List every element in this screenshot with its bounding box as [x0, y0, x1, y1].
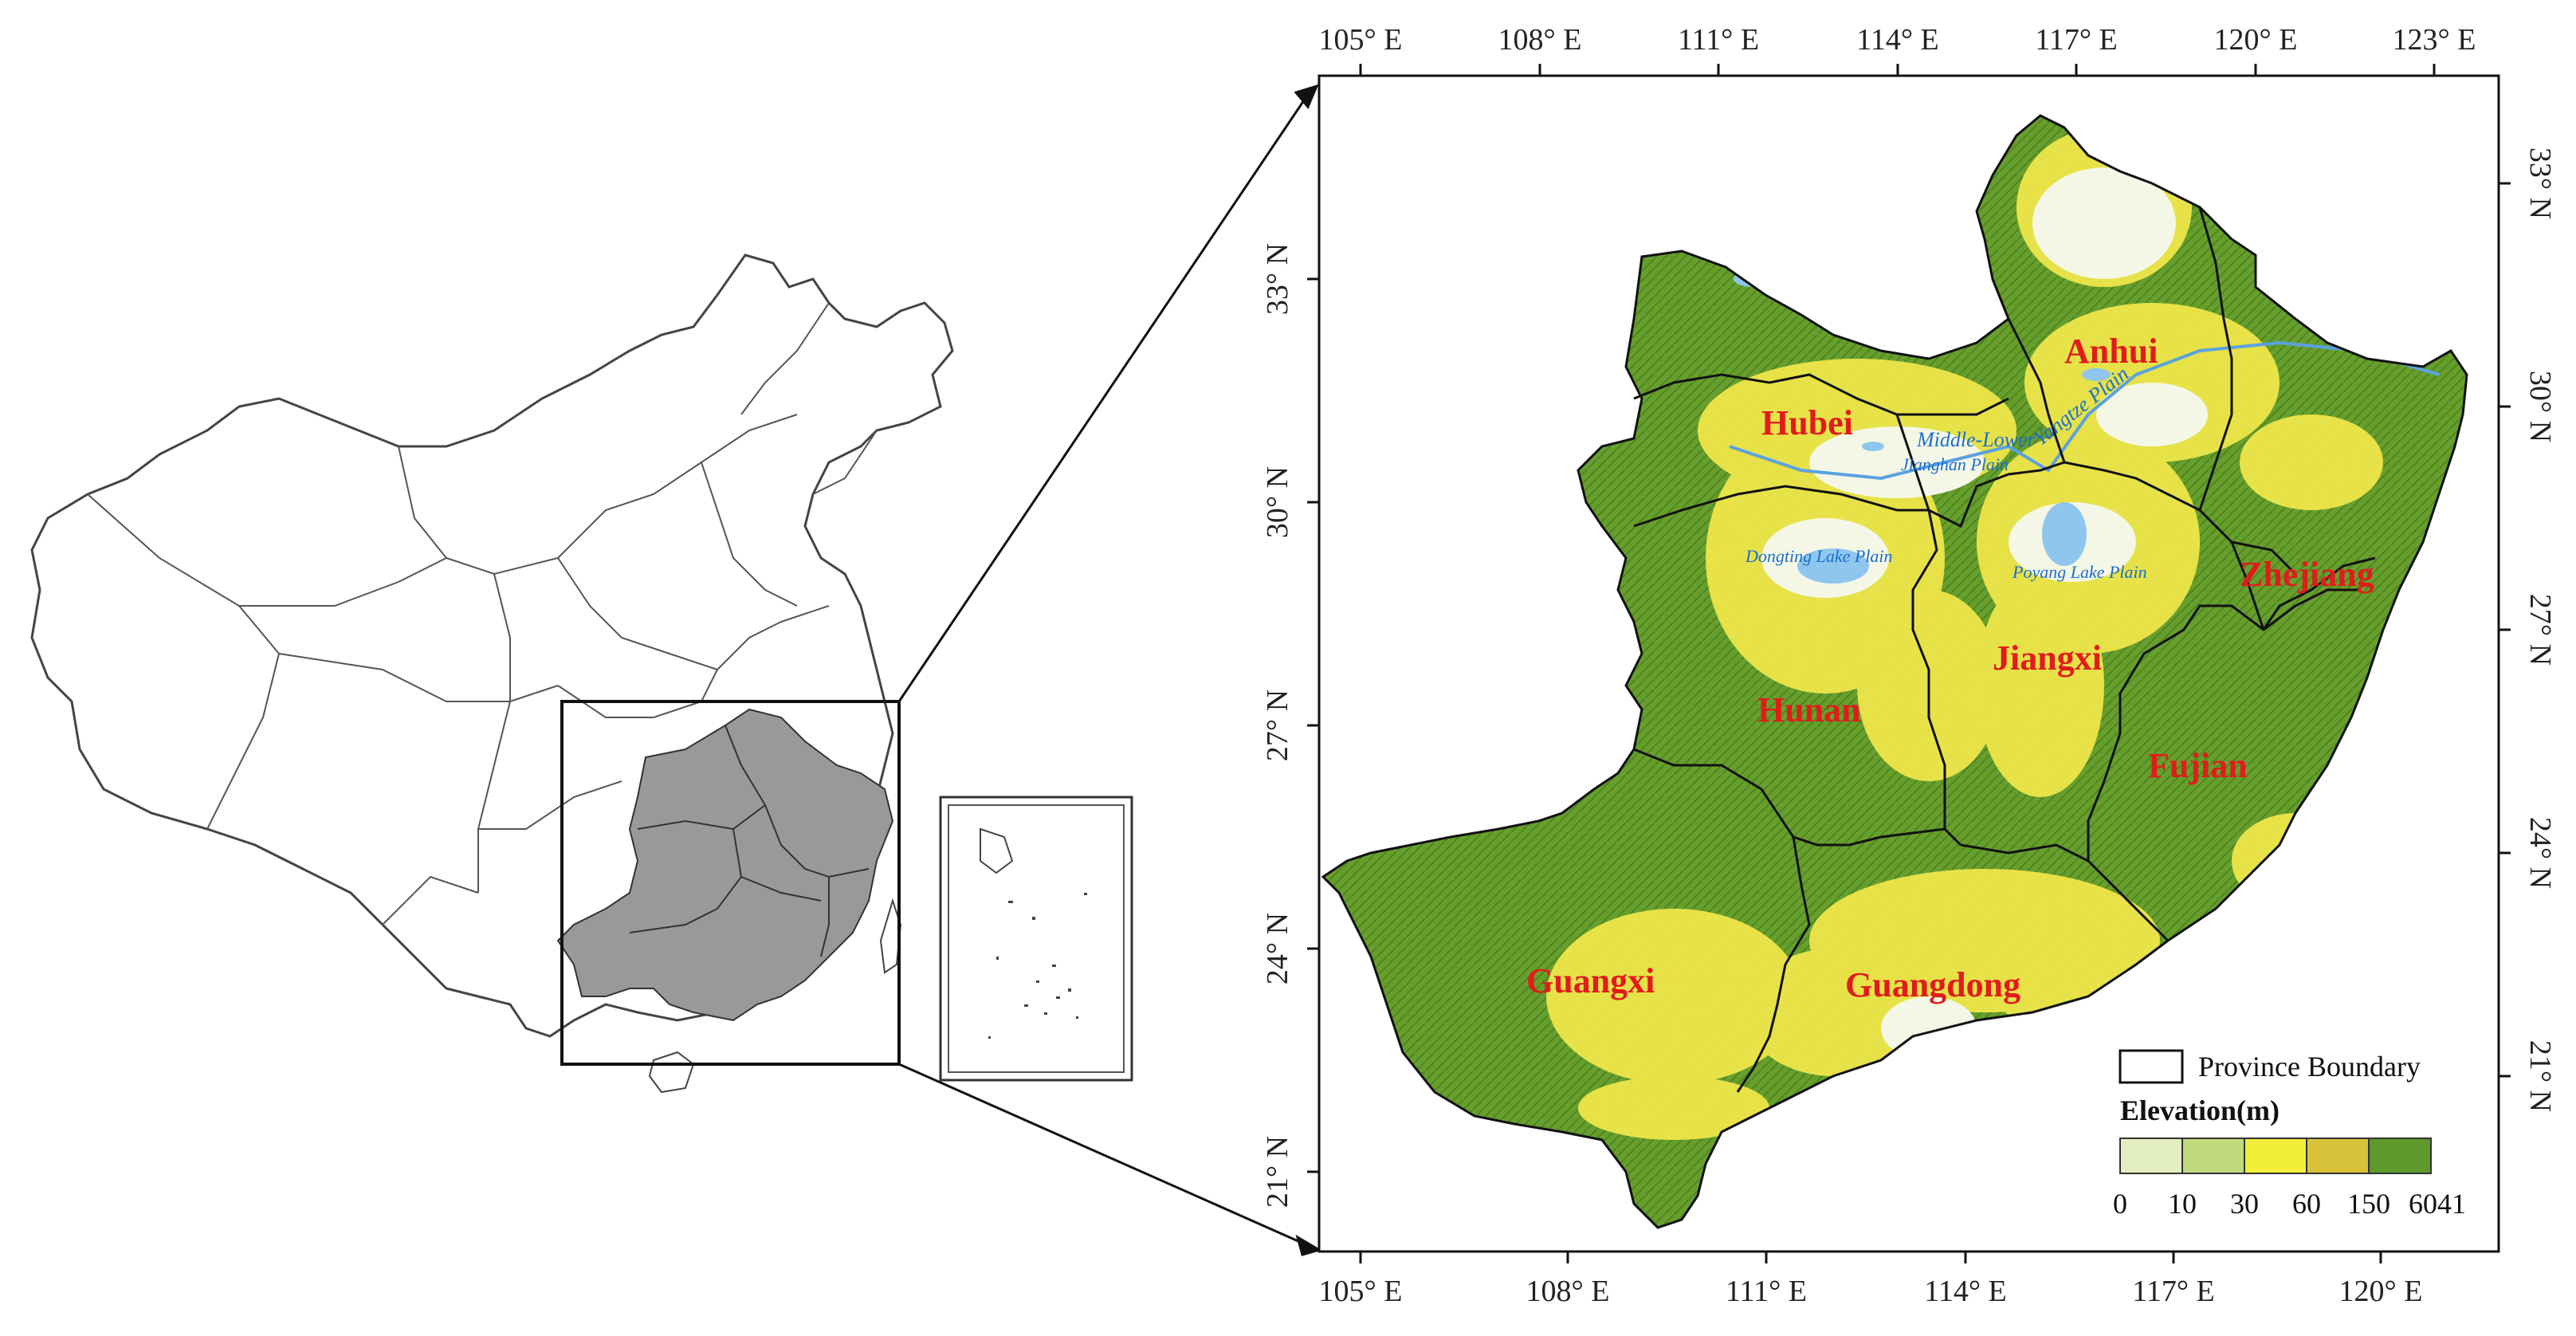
province-boundaries: [1633, 206, 2376, 1093]
study-area-highlight: [556, 708, 894, 1022]
legend-elevation-title: Elevation(m): [2120, 1094, 2280, 1126]
label-fujian: Fujian: [2148, 746, 2248, 785]
legend-class-4: 150: [2347, 1188, 2390, 1220]
study-area-box: [560, 700, 901, 1066]
legend-color-ramp: [2119, 1138, 2432, 1174]
legend-class-2: 30: [2230, 1188, 2259, 1220]
left-tick-1: 30° N: [1261, 466, 1294, 538]
bottom-tick-1: 108° E: [1526, 1275, 1610, 1308]
label-zhejiang: Zhejiang: [2240, 555, 2374, 594]
legend-class-3: 60: [2292, 1188, 2321, 1220]
left-tick-4: 21° N: [1261, 1136, 1294, 1208]
top-tick-3: 114° E: [1856, 23, 1939, 57]
top-tick-1: 108° E: [1498, 23, 1582, 57]
legend-swatch-4: [2368, 1138, 2432, 1174]
left-axis: 33° N 30° N 27° N 24° N 21° N: [1261, 243, 1319, 1208]
label-hubei: Hubei: [1761, 403, 1853, 442]
right-tick-2: 27° N: [2523, 594, 2557, 666]
hainan-island: [648, 1051, 695, 1094]
legend-class-1: 10: [2168, 1188, 2197, 1220]
legend-class-5: 6041: [2409, 1188, 2466, 1220]
top-tick-2: 111° E: [1678, 23, 1759, 57]
legend-swatch-0: [2119, 1138, 2183, 1174]
right-tick-1: 30° N: [2523, 371, 2557, 442]
yangtze-river: [1729, 340, 2440, 481]
bottom-tick-0: 105° E: [1319, 1275, 1403, 1308]
label-jiangxi: Jiangxi: [1993, 639, 2102, 678]
legend-swatch-1: [2181, 1138, 2245, 1174]
legend: Province Boundary Elevation(m) 0 10 30 6…: [2113, 1049, 2466, 1220]
legend-boundary-label: Province Boundary: [2198, 1051, 2421, 1083]
label-dongting-plain: Dongting Lake Plain: [1745, 546, 1893, 566]
legend-swatch-3: [2306, 1138, 2370, 1174]
right-tick-0: 33° N: [2523, 147, 2557, 219]
study-area-internal-lines: [629, 725, 870, 957]
label-anhui: Anhui: [2064, 332, 2158, 371]
bottom-tick-4: 117° E: [2132, 1275, 2215, 1308]
south-china-sea-inset: [939, 796, 1133, 1082]
bottom-tick-5: 120° E: [2339, 1275, 2423, 1308]
china-overview-map: [30, 253, 1133, 1094]
legend-class-0: 0: [2113, 1188, 2127, 1220]
label-jianghan-plain: Jianghan Plain: [1901, 454, 2009, 474]
top-tick-5: 120° E: [2214, 23, 2298, 57]
label-middle-lower: Middle-Lower: [1916, 428, 2036, 451]
right-tick-4: 21° N: [2523, 1040, 2557, 1112]
label-poyang-plain: Poyang Lake Plain: [2012, 562, 2147, 582]
left-tick-3: 24° N: [1261, 913, 1294, 984]
top-tick-6: 123° E: [2393, 23, 2476, 57]
legend-swatch-2: [2244, 1138, 2307, 1174]
water-bodies: [1734, 271, 2111, 584]
bottom-tick-2: 111° E: [1726, 1275, 1807, 1308]
top-axis: 105° E 108° E 111° E 114° E 117° E 120° …: [1319, 23, 2476, 76]
left-tick-2: 27° N: [1261, 690, 1294, 761]
province-lines: [87, 302, 878, 925]
label-hunan: Hunan: [1757, 690, 1861, 729]
label-guangxi: Guangxi: [1526, 961, 1655, 1000]
top-tick-0: 105° E: [1319, 23, 1403, 57]
zoom-connector: [897, 84, 1322, 1256]
province-labels: Hubei Anhui Hunan Jiangxi Zhejiang Fujia…: [1526, 332, 2374, 1004]
right-axis: 33° N 30° N 27° N 24° N 21° N: [2499, 147, 2557, 1112]
bottom-axis: 105° E 108° E 111° E 114° E 117° E 120° …: [1319, 1252, 2423, 1308]
top-tick-4: 117° E: [2035, 23, 2118, 57]
left-tick-0: 33° N: [1261, 243, 1294, 315]
label-guangdong: Guangdong: [1845, 965, 2020, 1004]
legend-boundary-swatch: [2119, 1049, 2184, 1084]
right-tick-3: 24° N: [2523, 817, 2557, 889]
bottom-tick-3: 114° E: [1924, 1275, 2007, 1308]
